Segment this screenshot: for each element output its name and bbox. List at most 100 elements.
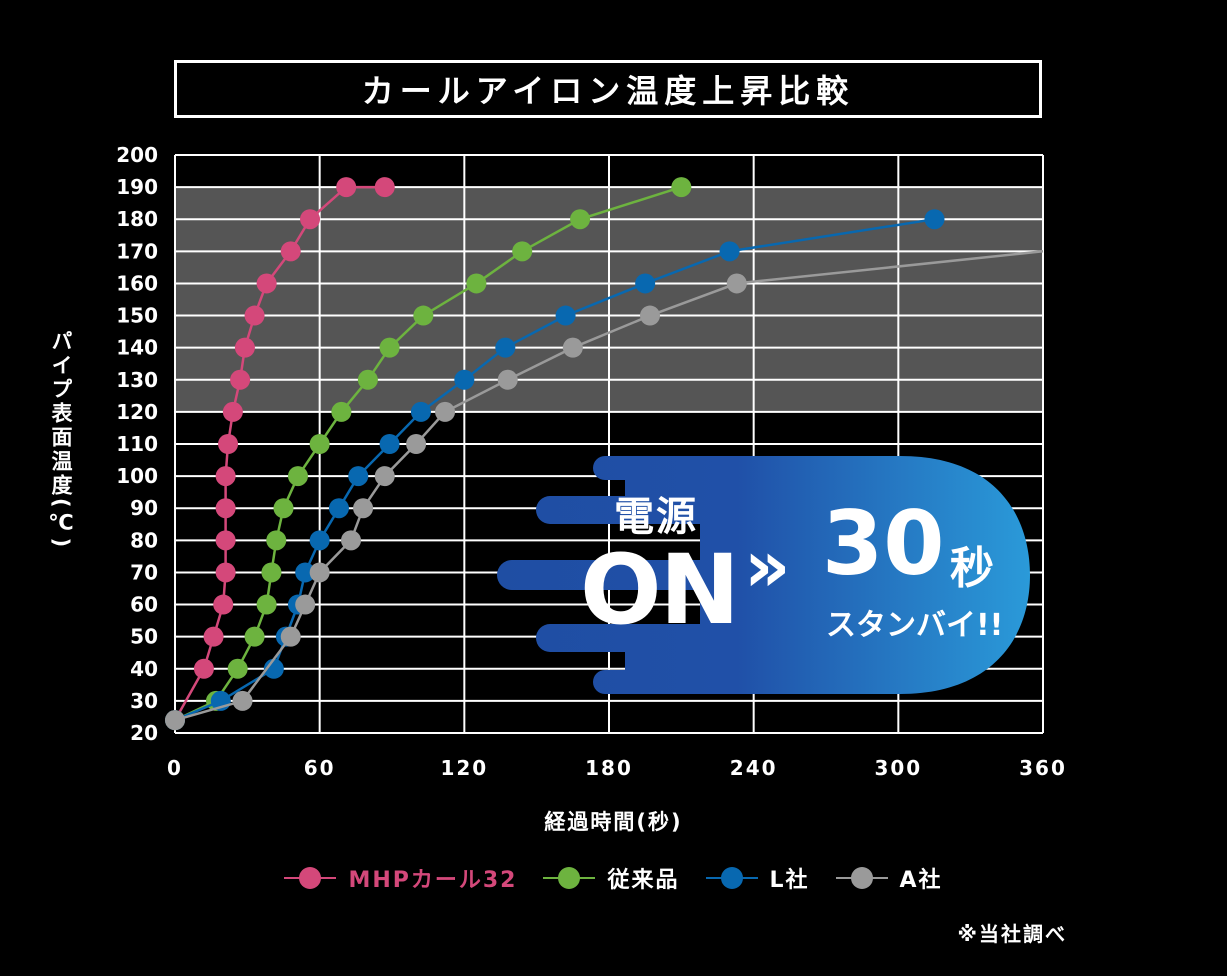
y-tick-label: 50 xyxy=(130,625,158,649)
y-tick-label: 60 xyxy=(130,593,158,617)
series-point-1 xyxy=(413,305,434,326)
series-point-3 xyxy=(280,626,301,647)
series-point-2 xyxy=(328,498,349,519)
legend-swatch-icon xyxy=(284,867,337,889)
series-point-3 xyxy=(435,401,456,422)
series-point-3 xyxy=(341,530,362,551)
series-point-3 xyxy=(165,710,185,731)
series-point-0 xyxy=(300,209,321,230)
series-point-1 xyxy=(287,466,308,487)
promo-banner xyxy=(497,456,1030,694)
y-tick-label: 20 xyxy=(130,721,158,745)
series-point-0 xyxy=(244,305,265,326)
series-point-1 xyxy=(227,658,248,679)
x-tick-label: 300 xyxy=(874,756,922,780)
legend: MHPカール32 従来品 L社 A社 xyxy=(0,862,1227,894)
y-tick-label: 200 xyxy=(116,143,158,167)
series-point-1 xyxy=(570,209,591,230)
y-tick-label: 90 xyxy=(130,496,158,520)
legend-label: 従来品 xyxy=(607,868,680,893)
promo-banner-shape xyxy=(497,456,1030,694)
y-tick-label: 140 xyxy=(116,336,158,360)
series-point-2 xyxy=(379,434,400,454)
legend-swatch-icon xyxy=(705,867,758,889)
series-point-2 xyxy=(924,209,945,230)
series-point-1 xyxy=(244,626,265,647)
series-point-0 xyxy=(280,241,301,262)
series-point-1 xyxy=(309,434,330,454)
series-point-3 xyxy=(406,434,427,454)
y-tick-label: 100 xyxy=(116,464,158,488)
legend-item-l-company: L社 xyxy=(705,862,810,894)
series-point-2 xyxy=(348,466,369,487)
legend-item-mhp: MHPカール32 xyxy=(284,862,517,894)
series-point-0 xyxy=(203,626,224,647)
series-point-1 xyxy=(261,562,282,583)
series-point-3 xyxy=(309,562,330,583)
axis-ticks: 20 30 40 50 60 70 80 90 100 110 120 130 140 150 160 170… xyxy=(116,143,1067,780)
y-tick-label: 160 xyxy=(116,271,158,295)
series-point-0 xyxy=(215,562,236,583)
series-point-0 xyxy=(230,369,251,390)
series-point-2 xyxy=(635,273,656,294)
series-point-3 xyxy=(726,273,747,294)
x-axis-label: 経過時間(秒) xyxy=(544,810,683,834)
y-tick-label: 70 xyxy=(130,560,158,584)
series-point-1 xyxy=(256,594,277,615)
x-tick-label: 60 xyxy=(304,756,336,780)
series-point-0 xyxy=(215,530,236,551)
legend-label: A社 xyxy=(899,868,943,893)
series-point-0 xyxy=(193,658,214,679)
x-tick-label: 240 xyxy=(730,756,778,780)
series-point-3 xyxy=(562,337,583,358)
series-point-0 xyxy=(215,466,236,487)
series-point-2 xyxy=(555,305,576,326)
grid-lines xyxy=(174,154,1044,734)
legend-item-conventional: 従来品 xyxy=(543,862,679,894)
series-point-2 xyxy=(295,562,316,583)
y-tick-label: 110 xyxy=(116,432,158,456)
series-point-1 xyxy=(671,177,692,198)
series-point-0 xyxy=(374,177,395,198)
y-tick-label: 120 xyxy=(116,400,158,424)
series-point-2 xyxy=(719,241,740,262)
y-tick-label: 30 xyxy=(130,689,158,713)
series-point-3 xyxy=(374,466,395,487)
series-point-1 xyxy=(266,530,287,551)
legend-item-a-company: A社 xyxy=(835,862,943,894)
series-point-2 xyxy=(309,530,330,551)
y-tick-label: 130 xyxy=(116,368,158,392)
series-point-1 xyxy=(379,337,400,358)
series-point-2 xyxy=(495,337,516,358)
series-point-0 xyxy=(218,434,239,454)
series-point-0 xyxy=(234,337,255,358)
x-tick-label: 180 xyxy=(585,756,633,780)
legend-label: MHPカール32 xyxy=(348,868,518,893)
series-point-3 xyxy=(353,498,374,519)
y-tick-label: 170 xyxy=(116,239,158,263)
series-point-3 xyxy=(295,594,316,615)
x-tick-label: 360 xyxy=(1019,756,1067,780)
series-point-0 xyxy=(215,498,236,519)
y-tick-label: 40 xyxy=(130,657,158,681)
footnote: ※当社調べ xyxy=(957,922,1067,946)
series-point-0 xyxy=(336,177,357,198)
y-tick-label: 80 xyxy=(130,528,158,552)
y-tick-label: 150 xyxy=(116,304,158,328)
y-axis-label: パイプ表面温度(℃) xyxy=(49,330,73,551)
series-point-1 xyxy=(273,498,294,519)
series-point-1 xyxy=(512,241,533,262)
chart-title: カールアイロン温度上昇比較 xyxy=(174,60,1042,118)
data-series xyxy=(165,177,1044,731)
series-point-3 xyxy=(232,690,253,711)
x-tick-label: 0 xyxy=(167,756,183,780)
x-tick-label: 120 xyxy=(440,756,488,780)
series-point-0 xyxy=(256,273,277,294)
legend-swatch-icon xyxy=(543,867,596,889)
series-point-3 xyxy=(497,369,518,390)
series-point-2 xyxy=(454,369,475,390)
y-tick-label: 190 xyxy=(116,175,158,199)
series-point-0 xyxy=(213,594,234,615)
series-point-0 xyxy=(222,401,243,422)
